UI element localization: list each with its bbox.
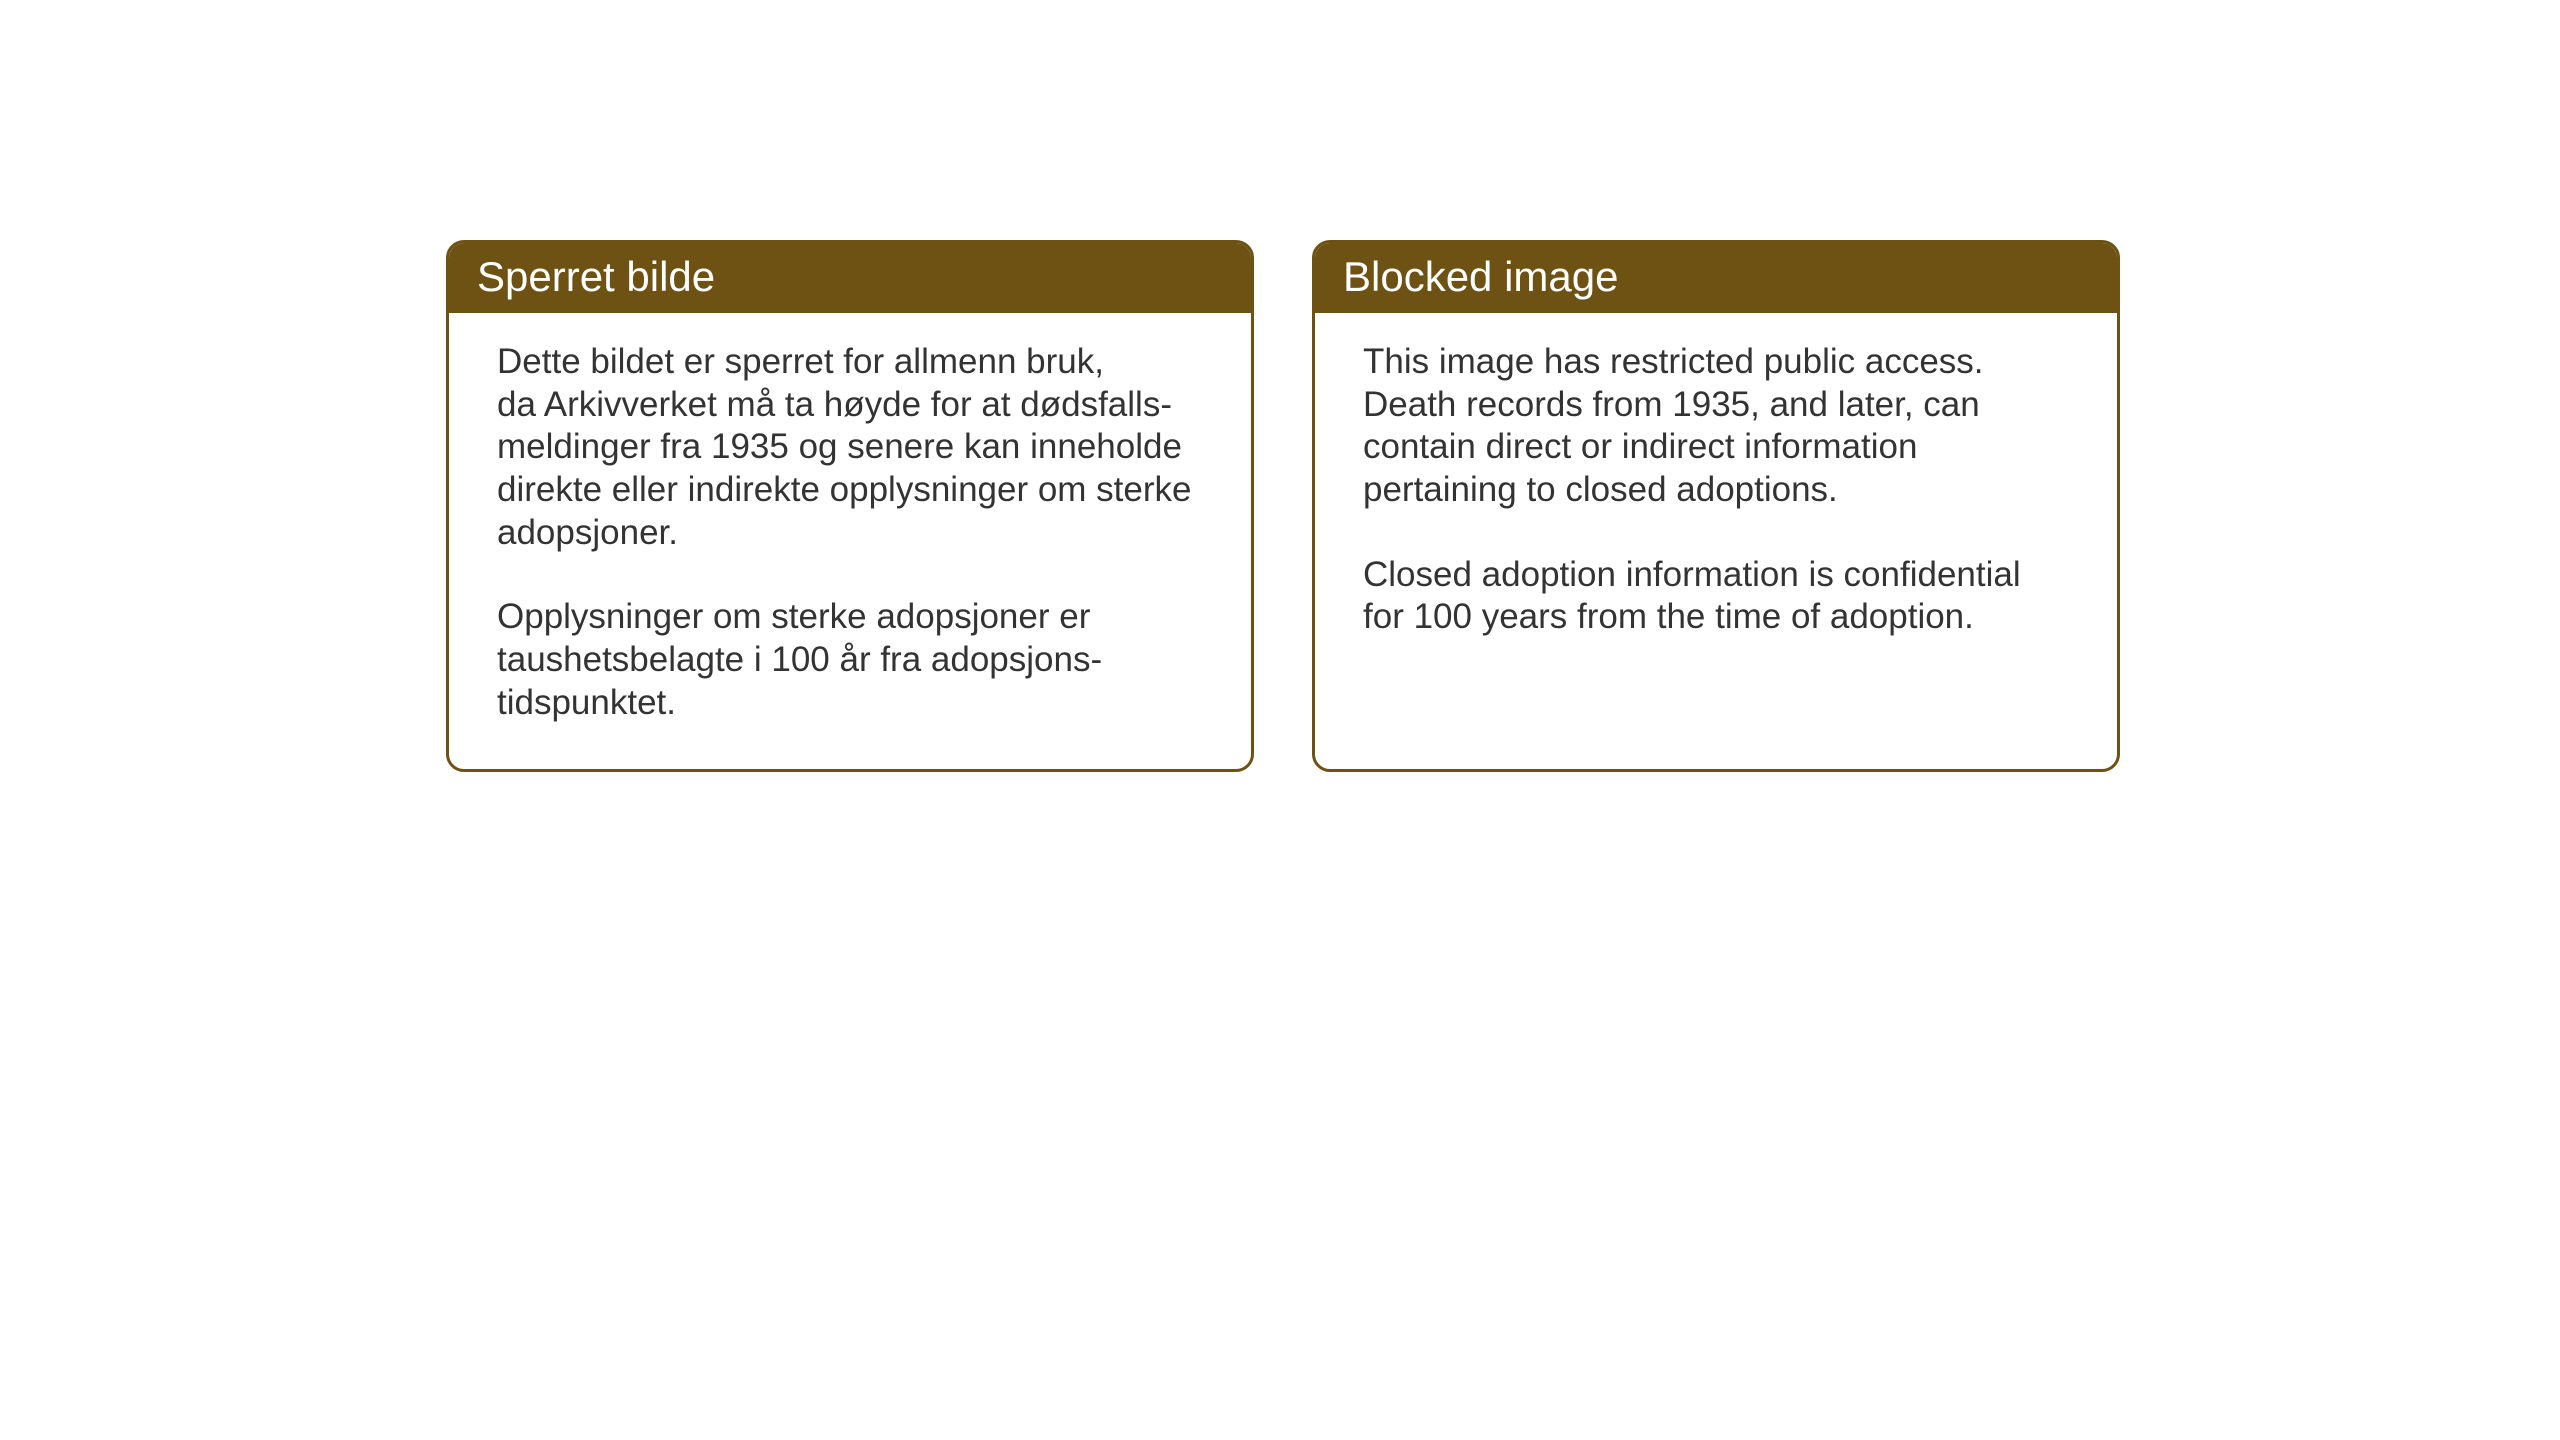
panel-body-norwegian: Dette bildet er sperret for allmenn bruk… <box>449 313 1251 769</box>
panel-paragraph-2: Closed adoption information is confident… <box>1363 554 2069 639</box>
panel-body-english: This image has restricted public access.… <box>1315 313 2117 683</box>
panel-header-english: Blocked image <box>1315 243 2117 313</box>
panel-title: Blocked image <box>1343 253 1618 300</box>
panel-header-norwegian: Sperret bilde <box>449 243 1251 313</box>
panel-title: Sperret bilde <box>477 253 715 300</box>
panel-paragraph-1: This image has restricted public access.… <box>1363 341 2069 512</box>
panel-english: Blocked image This image has restricted … <box>1312 240 2120 772</box>
panel-norwegian: Sperret bilde Dette bildet er sperret fo… <box>446 240 1254 772</box>
panel-paragraph-1: Dette bildet er sperret for allmenn bruk… <box>497 341 1203 554</box>
panels-container: Sperret bilde Dette bildet er sperret fo… <box>0 0 2560 772</box>
panel-paragraph-2: Opplysninger om sterke adopsjoner er tau… <box>497 596 1203 724</box>
